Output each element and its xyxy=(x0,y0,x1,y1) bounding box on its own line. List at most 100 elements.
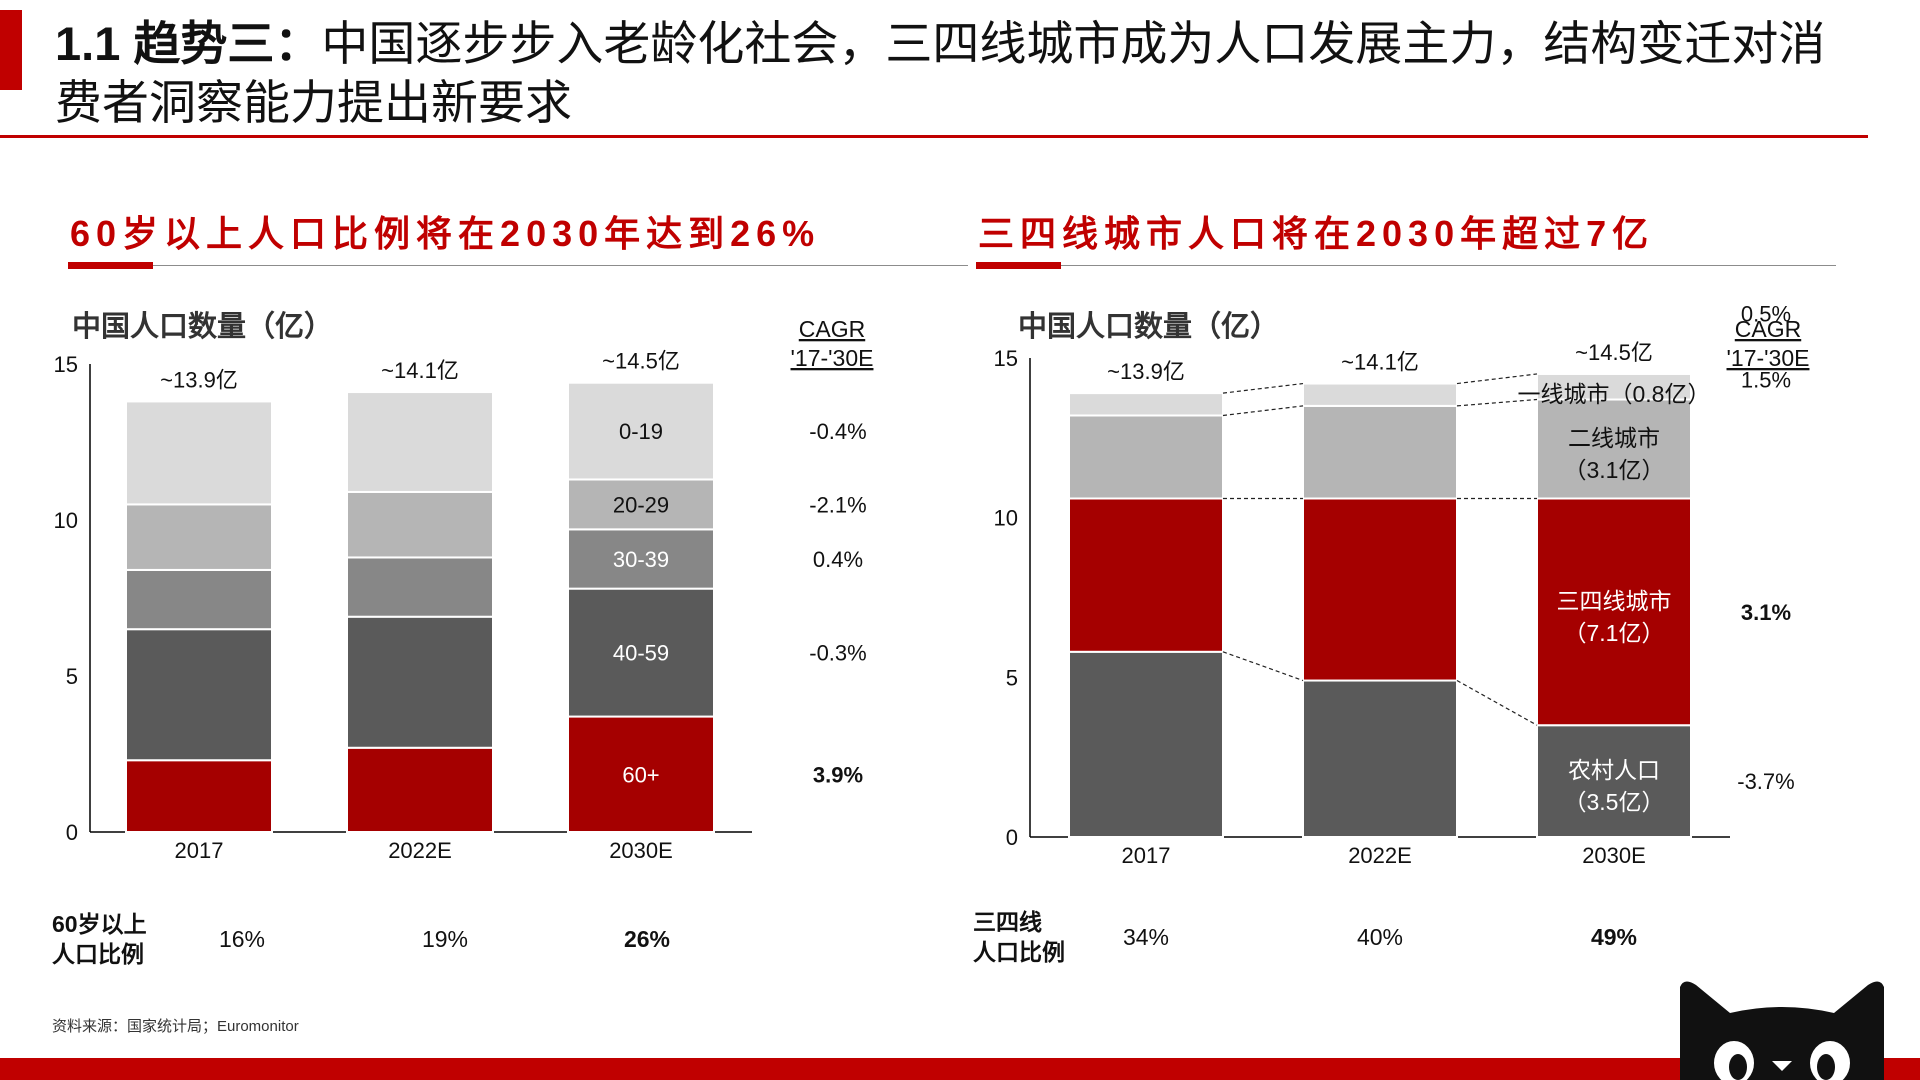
left-bar-segment xyxy=(567,587,715,718)
right-ratio-label: 三四线 xyxy=(973,909,1042,935)
title-divider xyxy=(0,135,1868,138)
right-connector-line xyxy=(1222,405,1304,417)
left-y-tick-label: 10 xyxy=(54,508,78,533)
right-segment-label: 二线城市 xyxy=(1568,425,1660,451)
right-y-tick-label: 15 xyxy=(994,346,1018,371)
right-bar-segment xyxy=(1068,650,1224,839)
right-connector-line xyxy=(1456,398,1538,407)
left-segment-label: 30-39 xyxy=(613,547,669,572)
left-bar-segment xyxy=(125,628,273,762)
left-cagr-value: 0.4% xyxy=(813,547,863,572)
left-x-tick-label: 2017 xyxy=(175,838,224,863)
left-total-label: ~14.1亿 xyxy=(381,358,459,383)
right-cagr-value: 3.1% xyxy=(1741,600,1791,625)
left-bar-segment xyxy=(125,400,273,506)
title-text: 中国逐步步入老龄化社会，三四线城市成为人口发展主力，结构变迁对消费者洞察能力提出… xyxy=(55,17,1826,129)
left-cagr-value: -0.3% xyxy=(809,641,866,666)
right-segment-label: 一线城市（0.8亿） xyxy=(1518,381,1711,407)
left-bar-segment xyxy=(567,478,715,531)
left-total-label: ~14.5亿 xyxy=(602,349,680,374)
left-bar-segment xyxy=(346,746,494,834)
left-cagr-value: -0.4% xyxy=(809,419,866,444)
title-accent-bar xyxy=(0,10,22,90)
right-cagr-value: 0.5% xyxy=(1741,302,1791,327)
right-cagr-value: 1.5% xyxy=(1741,368,1791,393)
left-y-tick-label: 0 xyxy=(66,820,78,845)
right-ratio-value: 34% xyxy=(1123,924,1169,950)
left-segment-label: 40-59 xyxy=(613,641,669,666)
right-x-tick-label: 2022E xyxy=(1348,843,1412,868)
left-total-label: ~13.9亿 xyxy=(160,367,238,392)
right-connector-line xyxy=(1456,680,1538,726)
right-bar-segment xyxy=(1302,404,1458,500)
right-segment-label: （3.1亿） xyxy=(1564,457,1665,483)
right-segment-label: （7.1亿） xyxy=(1564,620,1665,646)
right-bar-segment xyxy=(1068,414,1224,500)
right-total-label: ~14.5亿 xyxy=(1575,340,1653,365)
left-y-tick-label: 15 xyxy=(54,352,78,377)
right-cagr-value: -3.7% xyxy=(1737,769,1794,794)
left-x-tick-label: 2030E xyxy=(609,838,673,863)
right-segment-label: （3.5亿） xyxy=(1564,789,1665,815)
title-bold: 趋势三： xyxy=(133,17,322,70)
left-section-rule xyxy=(68,265,968,266)
left-bar-segment xyxy=(125,503,273,571)
right-bar-segment xyxy=(1536,398,1692,500)
source-note: 资料来源：国家统计局；Euromonitor xyxy=(52,1018,299,1035)
left-bar-segment xyxy=(346,615,494,749)
right-total-label: ~13.9亿 xyxy=(1107,359,1185,384)
left-bar-segment xyxy=(125,568,273,631)
left-x-tick-label: 2022E xyxy=(388,838,452,863)
right-section-rule xyxy=(976,265,1836,266)
bottom-bar xyxy=(0,1058,1920,1080)
right-total-label: ~14.1亿 xyxy=(1341,350,1419,375)
left-ratio-value: 16% xyxy=(219,926,265,952)
left-cagr-value: 3.9% xyxy=(813,762,863,787)
right-y-tick-label: 5 xyxy=(1006,665,1018,690)
left-segment-label: 60+ xyxy=(622,762,659,787)
right-bar-segment xyxy=(1302,382,1458,407)
left-bar-segment xyxy=(346,391,494,493)
left-bar-segment xyxy=(567,715,715,833)
left-chart-title: 中国人口数量（亿） xyxy=(72,310,333,343)
left-segment-label: 20-29 xyxy=(613,492,669,517)
right-bar-segment xyxy=(1302,497,1458,682)
left-section-accent xyxy=(68,262,153,269)
title-number: 1.1 xyxy=(55,17,121,70)
right-section-title: 三四线城市人口将在2030年超过7亿 xyxy=(978,213,1655,254)
right-bar-segment xyxy=(1302,679,1458,838)
left-segment-label: 0-19 xyxy=(619,419,663,444)
right-bar-segment xyxy=(1068,392,1224,417)
left-y-tick-label: 5 xyxy=(66,664,78,689)
right-segment-label: 农村人口 xyxy=(1568,757,1660,783)
left-bar-segment xyxy=(567,528,715,590)
left-ratio-value: 26% xyxy=(624,926,670,952)
right-bar-segment xyxy=(1536,497,1692,727)
right-ratio-value: 49% xyxy=(1591,924,1637,950)
right-section-accent xyxy=(976,262,1061,269)
right-cagr-header: CAGR xyxy=(1735,316,1801,342)
right-bar-segment xyxy=(1536,724,1692,839)
right-segment-label: 三四线城市 xyxy=(1557,588,1672,614)
right-y-tick-label: 0 xyxy=(1006,825,1018,850)
right-chart-title: 中国人口数量（亿） xyxy=(1018,310,1279,343)
left-bar-segment xyxy=(346,490,494,559)
right-connector-line xyxy=(1222,382,1304,394)
right-cagr-header: '17-'30E xyxy=(1727,345,1810,371)
left-bar-segment xyxy=(567,381,715,481)
right-ratio-value: 40% xyxy=(1357,924,1403,950)
left-bar-segment xyxy=(346,556,494,618)
left-cagr-header: '17-'30E xyxy=(791,345,874,371)
left-cagr-header: CAGR xyxy=(799,316,865,342)
tmall-cat-icon xyxy=(1680,981,1884,1080)
page-title: 1.1 趋势三：中国逐步步入老龄化社会，三四线城市成为人口发展主力，结构变迁对消… xyxy=(55,14,1855,132)
right-x-tick-label: 2017 xyxy=(1122,843,1171,868)
left-ratio-label: 60岁以上 xyxy=(52,911,147,937)
left-ratio-value: 19% xyxy=(422,926,468,952)
left-bar-segment xyxy=(125,759,273,833)
right-x-tick-label: 2030E xyxy=(1582,843,1646,868)
left-section-title: 60岁以上人口比例将在2030年达到26% xyxy=(70,213,821,254)
right-bar-segment xyxy=(1068,497,1224,653)
right-y-tick-label: 10 xyxy=(994,506,1018,531)
